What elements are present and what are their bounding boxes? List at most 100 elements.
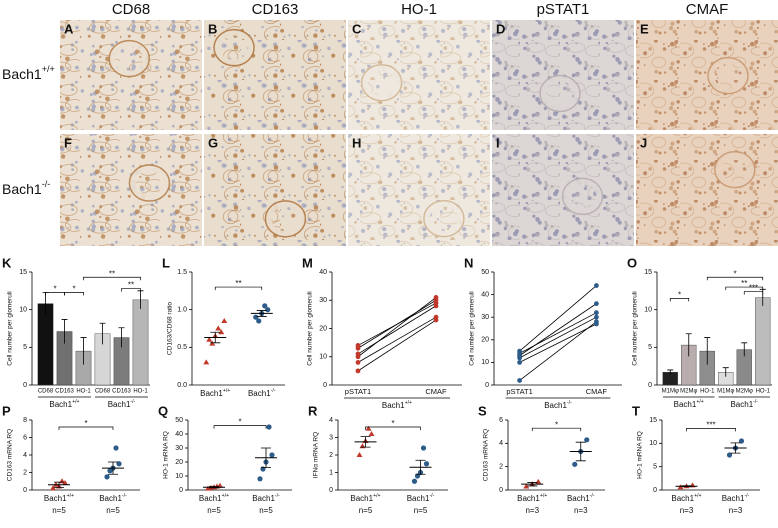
y-tick-label: 50 xyxy=(175,417,183,424)
y-tick-label: 0 xyxy=(499,487,503,494)
sem-bar xyxy=(54,481,64,488)
point xyxy=(256,318,262,324)
error-bar xyxy=(741,342,748,357)
y-tick-label: 0 xyxy=(179,487,183,494)
point xyxy=(365,425,372,431)
sem-bar xyxy=(527,482,538,487)
point xyxy=(221,317,228,323)
significance-bracket xyxy=(743,291,764,295)
panel-letter: E xyxy=(640,21,649,36)
point xyxy=(116,461,122,467)
label-superscript: -/- xyxy=(429,494,434,500)
sample-size: n=3 xyxy=(574,506,588,515)
y-tick-label: 5 xyxy=(23,344,27,351)
point xyxy=(260,466,266,472)
point xyxy=(523,483,530,489)
y-tick-label: 50 xyxy=(481,269,489,276)
error-bar xyxy=(685,333,692,357)
point xyxy=(517,360,522,365)
group-label: Bach1-/- xyxy=(248,389,276,399)
point xyxy=(62,480,68,485)
group-label: Bach1+/+ xyxy=(350,494,380,504)
label-superscript: +/+ xyxy=(373,494,381,500)
sample-size: n=5 xyxy=(106,506,120,515)
sem-bar xyxy=(575,441,586,462)
y-tick-label: 4 xyxy=(329,417,333,424)
label-superscript: -/- xyxy=(744,494,749,500)
y-tick-label: 30 xyxy=(319,297,327,304)
y-tick-label: 10 xyxy=(19,307,27,314)
point xyxy=(203,359,210,365)
sample-size: n=5 xyxy=(259,506,273,515)
y-tick-label: 0.0 xyxy=(177,382,187,389)
y-axis-label: CD163/CD68 ratio xyxy=(167,302,174,355)
point xyxy=(738,438,745,444)
glomerulus-core xyxy=(429,206,458,231)
group-label: Bach1-/- xyxy=(252,494,280,504)
y-tick-label: 8 xyxy=(23,417,27,424)
error-bar xyxy=(667,369,674,375)
y-axis-label: CD163 mRNA RQ xyxy=(7,429,14,481)
group-label: Bach1+/+ xyxy=(199,494,229,504)
significance-label: * xyxy=(72,284,75,293)
label-superscript: +/+ xyxy=(42,65,55,75)
point xyxy=(269,452,275,458)
group-label: Bach1+/+ xyxy=(382,401,412,411)
x-tick-label: CD163 xyxy=(55,389,74,395)
sample-size: n=3 xyxy=(680,506,694,515)
y-tick-label: 40 xyxy=(175,431,183,438)
significance-label: *** xyxy=(706,421,715,430)
point xyxy=(355,343,361,348)
sample-size: n=5 xyxy=(359,506,373,515)
x-tick-label: HO-1 xyxy=(133,389,148,395)
pair-line xyxy=(357,305,437,355)
glomerulus-core xyxy=(546,81,575,106)
y-tick-label: 1.0 xyxy=(177,307,187,314)
pair-line xyxy=(357,319,437,372)
x-tick-label: CD68 xyxy=(95,389,111,395)
label-superscript: +/+ xyxy=(67,494,75,500)
point xyxy=(433,295,439,300)
significance-label: *** xyxy=(749,284,758,293)
significance-bracket xyxy=(214,286,263,291)
group-label: Bach1-/- xyxy=(730,400,758,410)
label-superscript: +/+ xyxy=(696,400,704,406)
panel-letter: R xyxy=(308,403,318,418)
glomerulus-core xyxy=(713,63,742,88)
group-label: Bach1-/- xyxy=(567,494,595,504)
sem-bar xyxy=(261,447,271,468)
group-label: Bach1-/- xyxy=(722,494,750,504)
point xyxy=(584,437,590,443)
sem-bar xyxy=(415,459,426,475)
sample-size: n=5 xyxy=(414,506,428,515)
label-superscript: -/- xyxy=(567,401,572,407)
significance-bracket xyxy=(686,428,736,432)
sample-size: n=3 xyxy=(525,506,539,515)
significance-bracket xyxy=(58,426,114,430)
x-tick-label: M2Mφ xyxy=(680,389,697,395)
panel-letter: G xyxy=(208,135,218,150)
point xyxy=(215,325,222,331)
x-tick-label: CD68 xyxy=(38,389,54,395)
panel-letter: J xyxy=(640,135,647,150)
row-label: Bach1+/+ xyxy=(2,65,55,82)
pair-line xyxy=(519,323,597,363)
point xyxy=(257,476,263,482)
glomerulus-core xyxy=(115,46,144,71)
y-tick-label: 3 xyxy=(329,434,333,441)
point xyxy=(113,445,119,451)
label-superscript: +/+ xyxy=(72,400,80,406)
sem-bar xyxy=(681,485,692,488)
point xyxy=(253,314,259,320)
label-text: Bach1 xyxy=(199,494,222,503)
significance-bracket xyxy=(213,425,267,429)
label-superscript: +/+ xyxy=(405,401,413,407)
label-superscript: -/- xyxy=(275,494,280,500)
significance-label: ** xyxy=(128,281,134,290)
point xyxy=(104,474,110,480)
y-tick-label: 10 xyxy=(319,354,327,361)
significance-label: * xyxy=(84,419,87,428)
y-tick-label: 15 xyxy=(644,269,652,276)
micrograph xyxy=(636,134,778,246)
point xyxy=(420,445,427,451)
